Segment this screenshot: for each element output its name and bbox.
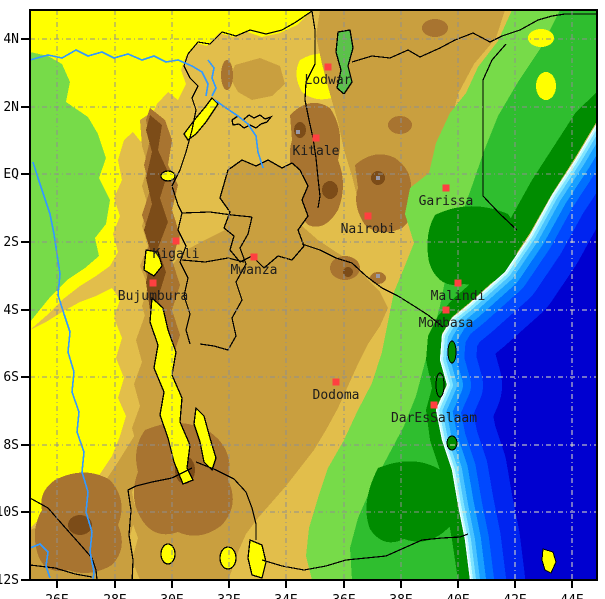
- y-axis-label: 4S: [3, 303, 19, 318]
- y-axis-label: 2S: [3, 235, 19, 250]
- country-borders: [30, 10, 597, 580]
- city-marker: [172, 237, 180, 245]
- x-axis-label: 34E: [274, 593, 297, 599]
- x-axis-label: 36E: [332, 593, 355, 599]
- y-axis-label: 4N: [3, 32, 19, 47]
- city-marker: [364, 212, 372, 220]
- city-marker: [442, 306, 450, 314]
- plot-frame: [29, 9, 598, 581]
- lake-malawi-tip: [247, 539, 267, 579]
- city-label: Dodoma: [313, 388, 360, 403]
- x-axis-label: 32E: [217, 593, 240, 599]
- city-label: DarEsSalaam: [391, 411, 477, 426]
- x-axis-label: 42E: [503, 593, 526, 599]
- city-label: Nairobi: [341, 222, 396, 237]
- terrain-green-west-strip: [30, 52, 110, 322]
- axis-layer: 26E 28E 30E 32E 34E 36E 38E 40E 42E 44E 4N 2N EQ 2S 4S…: [0, 32, 584, 599]
- x-axis-label: 38E: [389, 593, 412, 599]
- lake-victoria: [219, 159, 309, 269]
- x-axis-label: 40E: [446, 593, 469, 599]
- lake-kyoga: [231, 114, 273, 129]
- city-marker: [332, 378, 340, 386]
- terrain-yellow-on-green: [528, 29, 556, 100]
- comoros-island: [541, 548, 557, 574]
- city-label: Garissa: [419, 194, 474, 209]
- x-axis-label: 28E: [103, 593, 126, 599]
- city-label: Kigali: [153, 247, 200, 262]
- lake-edward: [160, 170, 176, 182]
- x-axis-label: 44E: [560, 593, 583, 599]
- city-marker: [250, 253, 258, 261]
- y-axis-label: 8S: [3, 438, 19, 453]
- lake-bangweulu: [219, 546, 237, 570]
- city-marker: [430, 401, 438, 409]
- y-axis-label: EQ: [3, 167, 19, 182]
- x-axis-label: 26E: [45, 593, 68, 599]
- y-axis-label: 2N: [3, 100, 19, 115]
- city-label: Mwanza: [231, 263, 278, 278]
- city-label: Mombasa: [419, 316, 474, 331]
- islands: [435, 340, 557, 574]
- x-axis-label: 30E: [160, 593, 183, 599]
- city-layer: Lodwar Kitale Garissa Nairobi Kigali Mwanza Bu…: [118, 63, 486, 426]
- lake-rukwa: [193, 406, 217, 472]
- y-axis-label: 12S: [0, 573, 19, 588]
- city-label: Malindi: [431, 289, 486, 304]
- terrain-green-east-dark: [366, 92, 597, 580]
- city-label: Bujumbura: [118, 289, 188, 304]
- city-marker: [454, 279, 462, 287]
- y-axis-label: 10S: [0, 505, 19, 520]
- city-marker: [324, 63, 332, 71]
- city-label: Lodwar: [305, 73, 352, 88]
- lake-kivu: [143, 249, 163, 277]
- y-axis-label: 6S: [3, 370, 19, 385]
- rivers: [30, 49, 264, 580]
- lake-mweru: [160, 543, 176, 565]
- city-label: Kitale: [293, 144, 340, 159]
- ocean-depth-bands: [436, 123, 597, 580]
- city-marker: [442, 184, 450, 192]
- city-marker: [312, 134, 320, 142]
- mountain-summits: [296, 130, 380, 278]
- city-marker: [149, 279, 157, 287]
